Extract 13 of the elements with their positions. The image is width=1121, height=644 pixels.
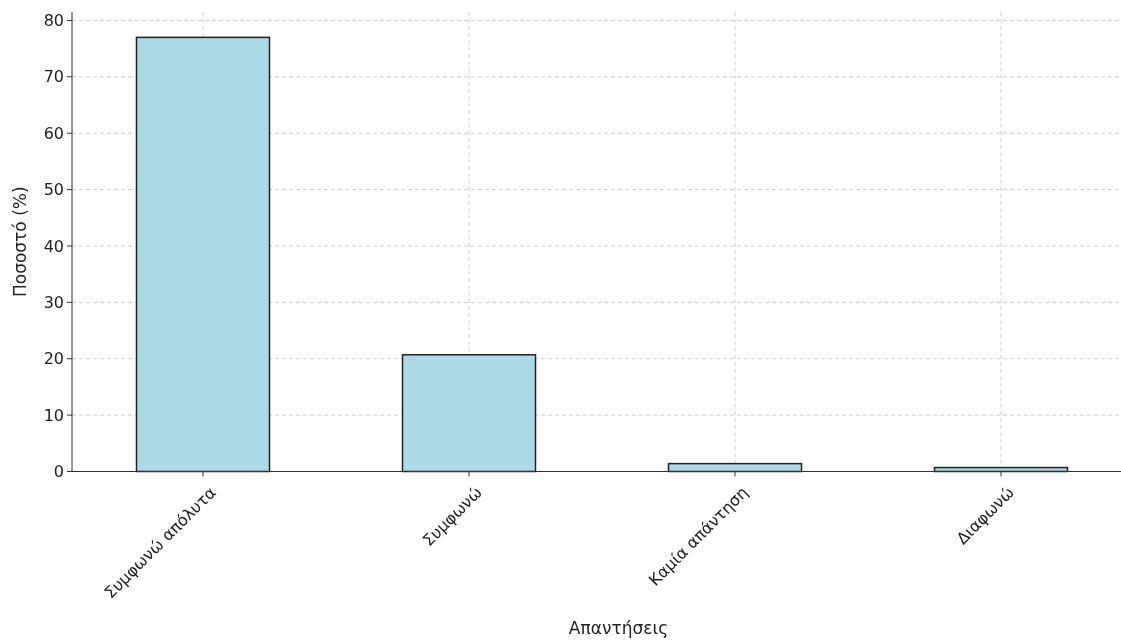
bar	[135, 36, 271, 473]
y-tick-label: 60	[43, 123, 64, 143]
x-axis-title: Απαντήσεις	[568, 618, 669, 638]
y-axis-title: Ποσοστό (%)	[10, 186, 30, 298]
y-tick-label: 50	[43, 180, 64, 200]
y-tick-label: 10	[43, 405, 64, 425]
y-tick-label: 70	[43, 67, 64, 87]
y-tick-label: 80	[43, 11, 64, 31]
y-tick-label: 0	[53, 462, 64, 482]
y-tick-label: 20	[43, 349, 64, 369]
y-tick-label: 40	[43, 236, 64, 256]
y-tick-label: 30	[43, 292, 64, 312]
bar	[401, 354, 537, 473]
